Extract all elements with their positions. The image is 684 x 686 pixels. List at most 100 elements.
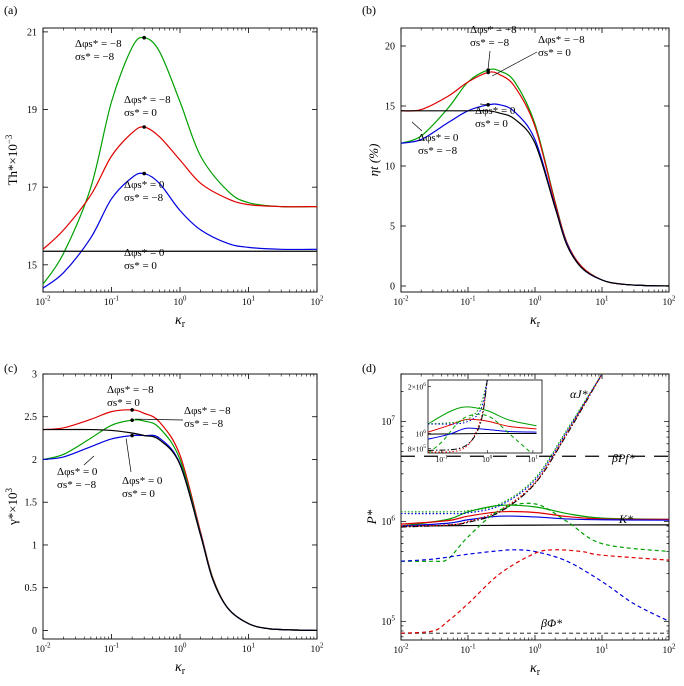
a-annotation-black-line1: Δφs* = 0 bbox=[124, 247, 165, 259]
b-annotation-pointer bbox=[487, 50, 491, 69]
c-peak-marker bbox=[130, 433, 134, 438]
d-curve-label-K: K* bbox=[618, 512, 633, 526]
b-annotation-blue-line2: σs* = −8 bbox=[418, 145, 458, 157]
c-x-tick-label: 100 bbox=[174, 643, 188, 655]
b-y-tick-label: 20 bbox=[385, 42, 395, 53]
a-panel-letter: (a) bbox=[4, 3, 17, 17]
b-annotation-black-line2: σs* = 0 bbox=[475, 118, 508, 130]
c-series-line-1 bbox=[42, 419, 318, 632]
b-peak-marker bbox=[486, 70, 490, 75]
d-series-line-3 bbox=[401, 504, 669, 527]
c-y-tick-label: 3 bbox=[32, 370, 37, 381]
b-x-tick-label: 101 bbox=[596, 296, 609, 308]
b-y-tick-label: 0 bbox=[390, 282, 395, 293]
d-series-line-11 bbox=[401, 549, 669, 622]
d-panel-letter: (d) bbox=[362, 361, 376, 375]
c-y-tick-label: 1 bbox=[32, 540, 37, 551]
c-annotation-black-line2: σs* = 0 bbox=[122, 488, 155, 500]
d-inset-series-line-3 bbox=[428, 427, 537, 440]
d-inset-frame bbox=[427, 379, 543, 454]
a-x-tick-label: 10-1 bbox=[104, 296, 119, 308]
b-annotation-blue: Δφs* = 0σs* = −8 bbox=[418, 132, 459, 157]
d-curve-label-betaPf: βPf* bbox=[611, 451, 635, 465]
c-y-tick-label: 2 bbox=[32, 455, 37, 466]
b-annotation-green: Δφs* = −8σs* = −8 bbox=[470, 24, 517, 49]
c-x-tick-label: 101 bbox=[242, 643, 255, 655]
d-inset-series-line-1 bbox=[428, 406, 537, 427]
d-series-line-9 bbox=[401, 374, 603, 527]
a-x-tick-label: 10-2 bbox=[35, 296, 51, 308]
a-y-axis-label: Th*×10−3 bbox=[4, 134, 20, 185]
a-y-tick-label: 17 bbox=[27, 183, 37, 194]
d-series-line-4 bbox=[401, 510, 669, 525]
d-inset-series-line-7 bbox=[428, 380, 488, 425]
a-annotation-blue: Δφs* = 0σs* = −8 bbox=[124, 179, 165, 204]
c-x-tick-label: 10-2 bbox=[35, 643, 51, 655]
a-y-tick-label: 15 bbox=[27, 260, 37, 271]
a-x-tick-label: 100 bbox=[174, 296, 188, 308]
c-annotation-black-line1: Δφs* = 0 bbox=[122, 475, 163, 487]
d-inset-x-tick-label: 101 bbox=[528, 455, 539, 464]
b-x-tick-label: 102 bbox=[663, 296, 677, 308]
b-panel-letter: (b) bbox=[362, 3, 376, 17]
c-y-tick-label: 0 bbox=[32, 626, 37, 637]
b-annotation-green-line1: Δφs* = −8 bbox=[470, 24, 517, 36]
d-series-line-7 bbox=[401, 374, 603, 515]
d-inset-series-line-2 bbox=[428, 418, 537, 433]
a-annotation-red: Δφs* = −8σs* = 0 bbox=[124, 94, 171, 119]
panel-c: (c) 10-2 10-1 100 101 102 κr 0 0.5 1 1.5 2 2.5 3 γ*×10… bbox=[4, 361, 324, 677]
c-y-tick-label: 0.5 bbox=[25, 583, 38, 594]
d-x-tick-label: 10-2 bbox=[393, 644, 409, 656]
panel-b: (b) 10-2 10-1 100 101 102 κr 0 5 10 15 20 ηt (%) Δφs*… bbox=[362, 3, 676, 330]
c-x-tick-label: 102 bbox=[311, 643, 325, 655]
a-annotation-green-line2: σs* = −8 bbox=[75, 51, 115, 63]
d-y-tick-label: 107 bbox=[381, 415, 395, 429]
b-annotation-black-line1: Δφs* = 0 bbox=[475, 105, 516, 117]
c-plot-frame bbox=[42, 373, 318, 640]
b-annotation-pointer bbox=[479, 103, 489, 106]
b-y-axis-label: ηt (%) bbox=[366, 144, 381, 177]
c-annotation-blue: Δφs* = 0σs* = −8 bbox=[57, 466, 98, 491]
d-inset-y-tick-label: 8×105 bbox=[408, 444, 426, 453]
c-y-tick-label: 2.5 bbox=[25, 412, 38, 423]
b-x-tick-label: 10-1 bbox=[460, 296, 475, 308]
d-x-tick-label: 102 bbox=[663, 644, 677, 656]
panel-a: (a) 10-2 10-1 100 101 102 κr 15 17 19 21 Th*×10−3 Δφ… bbox=[4, 3, 324, 330]
d-x-axis-label: κr bbox=[530, 661, 541, 678]
panel-d: (d) 10-2 10-1 100 101 102 κr 105 106 107 P* αJ* βPf*… bbox=[362, 361, 676, 678]
d-series-line-10 bbox=[401, 502, 669, 563]
b-annotation-black: Δφs* = 0σs* = 0 bbox=[475, 105, 516, 130]
a-annotation-blue-line1: Δφs* = 0 bbox=[124, 179, 165, 191]
b-y-tick-label: 15 bbox=[385, 102, 395, 113]
d-y-tick-label: 105 bbox=[381, 614, 395, 628]
d-x-tick-label: 101 bbox=[596, 644, 609, 656]
c-annotation-green: Δφs* = −8σs* = −8 bbox=[184, 405, 231, 430]
c-panel-letter: (c) bbox=[4, 361, 17, 375]
c-annotation-red-line2: σs* = 0 bbox=[107, 397, 140, 409]
b-annotation-blue-line1: Δφs* = 0 bbox=[418, 132, 459, 144]
c-peak-marker bbox=[130, 418, 134, 422]
c-annotation-pointer bbox=[135, 418, 184, 421]
d-inset-series-line-8 bbox=[428, 380, 488, 451]
a-series-line-0 bbox=[42, 36, 318, 285]
a-y-tick-label: 21 bbox=[27, 27, 37, 38]
a-y-tick-label: 19 bbox=[27, 105, 37, 116]
a-annotation-green-line1: Δφs* = −8 bbox=[75, 38, 122, 50]
d-inset-series-line-5 bbox=[428, 413, 532, 453]
a-annotation-green: Δφs* = −8σs* = −8 bbox=[75, 38, 122, 63]
b-x-tick-label: 10-2 bbox=[393, 296, 409, 308]
d-inset: 10-1 100 101 8×105 106 2×106 bbox=[408, 379, 543, 464]
c-series-line-3 bbox=[42, 428, 318, 632]
a-peak-marker bbox=[142, 35, 146, 40]
c-annotation-blue-line2: σs* = −8 bbox=[57, 479, 97, 491]
d-inset-x-tick-label: 10-1 bbox=[436, 455, 448, 464]
c-annotation-blue-line1: Δφs* = 0 bbox=[57, 466, 98, 478]
c-annotation-pointer bbox=[83, 455, 95, 466]
a-peak-marker bbox=[142, 125, 146, 129]
a-series-line-2 bbox=[42, 172, 318, 289]
d-inset-y-tick-label: 106 bbox=[416, 429, 427, 438]
d-y-tick-label: 106 bbox=[381, 514, 395, 528]
a-annotation-red-line1: Δφs* = −8 bbox=[124, 94, 171, 106]
a-x-tick-label: 102 bbox=[311, 296, 325, 308]
